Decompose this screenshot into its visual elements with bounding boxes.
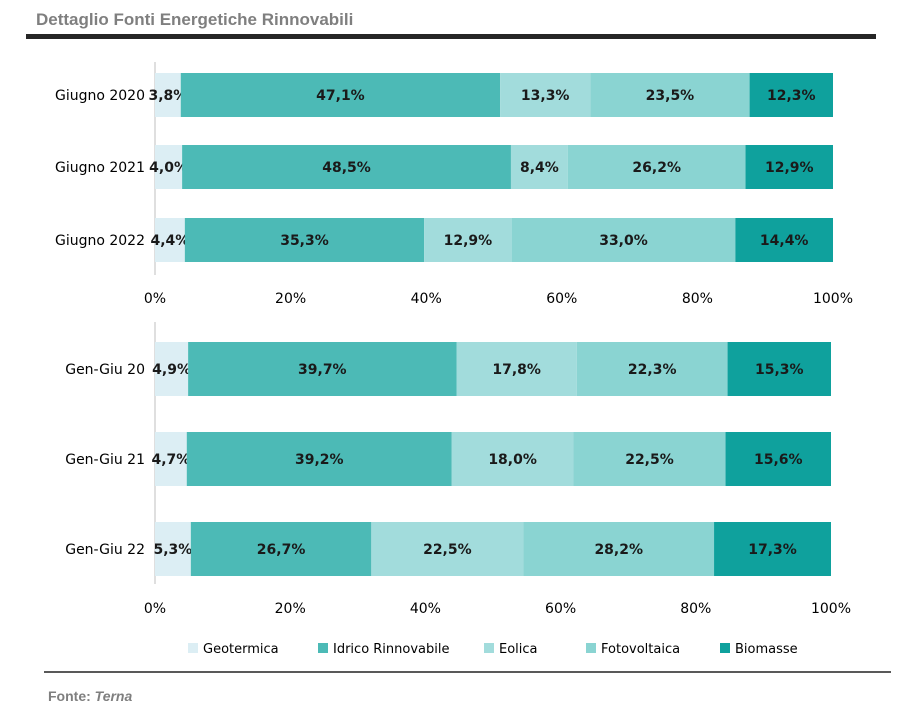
x-tick-label: 0% — [144, 601, 166, 617]
data-label: 47,1% — [316, 88, 365, 104]
data-label: 28,2% — [594, 542, 643, 558]
legend-label-eolica: Eolica — [499, 642, 538, 657]
data-label: 48,5% — [322, 160, 371, 176]
bar-segment-eolica — [510, 145, 568, 189]
bar-segment-geotermica — [155, 218, 185, 262]
title-divider — [26, 34, 876, 39]
bar-segment-biomasse — [735, 218, 833, 262]
bar-segment-idrico-rinnovabile — [182, 145, 511, 189]
data-label: 3,8% — [148, 88, 187, 104]
bar-segment-fotovoltaica — [590, 73, 750, 117]
data-label: 17,3% — [748, 542, 797, 558]
legend-label-idrico-rinnovabile: Idrico Rinnovabile — [333, 642, 450, 657]
chart-panel-1: 3,8% 47,1% 13,3% 23,5% 12,3% Giugno 2020 4,0% 4… — [55, 62, 853, 307]
x-tick-label: 0% — [144, 291, 166, 307]
page-title: Dettaglio Fonti Energetiche Rinnovabili — [36, 10, 354, 29]
legend-swatch-idrico-rinnovabile — [318, 643, 328, 653]
x-tick-label: 60% — [546, 291, 577, 307]
bar-segment-eolica — [371, 522, 524, 576]
bar-segment-eolica — [424, 218, 512, 262]
bar-segment-geotermica — [155, 145, 183, 189]
data-label: 33,0% — [599, 233, 648, 249]
data-label: 23,5% — [646, 88, 695, 104]
data-label: 35,3% — [280, 233, 329, 249]
footer-divider — [44, 671, 891, 673]
bar-segment-biomasse — [725, 432, 831, 486]
legend: Geotermica Idrico Rinnovabile Eolica Fotovo… — [188, 642, 798, 657]
data-label: 4,7% — [151, 452, 190, 468]
bar-segment-fotovoltaica — [511, 218, 736, 262]
bar-segment-idrico-rinnovabile — [186, 432, 452, 486]
data-label: 22,5% — [423, 542, 472, 558]
bar-segment-fotovoltaica — [576, 342, 728, 396]
data-label: 4,0% — [149, 160, 188, 176]
category-label: Gen-Giu 22 — [65, 542, 145, 558]
x-tick-label: 100% — [811, 601, 851, 617]
data-label: 12,3% — [767, 88, 816, 104]
x-tick-label: 40% — [411, 291, 442, 307]
bar-segment-biomasse — [714, 522, 831, 576]
data-label: 8,4% — [520, 160, 559, 176]
category-label: Giugno 2022 — [55, 233, 145, 249]
bar-segment-eolica — [500, 73, 591, 117]
legend-swatch-fotovoltaica — [586, 643, 596, 653]
data-label: 4,9% — [152, 362, 191, 378]
bar-segment-idrico-rinnovabile — [190, 522, 372, 576]
data-label: 15,3% — [755, 362, 804, 378]
x-tick-label: 60% — [545, 601, 576, 617]
bar-segment-idrico-rinnovabile — [188, 342, 457, 396]
legend-swatch-biomasse — [720, 643, 730, 653]
data-label: 17,8% — [492, 362, 541, 378]
category-label: Gen-Giu 20 — [65, 362, 145, 378]
legend-label-biomasse: Biomasse — [735, 642, 798, 657]
category-label: Giugno 2020 — [55, 88, 145, 104]
source-note: Fonte: Terna — [48, 688, 132, 704]
data-label: 14,4% — [760, 233, 809, 249]
data-label: 12,9% — [444, 233, 493, 249]
data-label: 4,4% — [151, 233, 190, 249]
x-tick-label: 40% — [410, 601, 441, 617]
data-label: 26,7% — [257, 542, 306, 558]
legend-label-geotermica: Geotermica — [203, 642, 279, 657]
legend-label-fotovoltaica: Fotovoltaica — [601, 642, 680, 657]
bar-segment-idrico-rinnovabile — [184, 218, 425, 262]
source-prefix: Fonte: — [48, 688, 91, 704]
data-label: 39,2% — [295, 452, 344, 468]
bar-segment-geotermica — [155, 522, 191, 576]
data-label: 26,2% — [632, 160, 681, 176]
bar-segment-geotermica — [155, 73, 181, 117]
x-tick-label: 80% — [680, 601, 711, 617]
data-label: 13,3% — [521, 88, 570, 104]
bar-segment-biomasse — [727, 342, 831, 396]
bar-segment-geotermica — [155, 432, 187, 486]
data-label: 15,6% — [754, 452, 803, 468]
x-tick-label: 80% — [682, 291, 713, 307]
legend-swatch-eolica — [484, 643, 494, 653]
data-label: 39,7% — [298, 362, 347, 378]
bar-segment-biomasse — [749, 73, 833, 117]
data-label: 22,5% — [625, 452, 674, 468]
category-label: Giugno 2021 — [55, 160, 145, 176]
data-label: 18,0% — [488, 452, 537, 468]
bar-segment-eolica — [456, 342, 577, 396]
data-label: 22,3% — [628, 362, 677, 378]
data-label: 12,9% — [765, 160, 814, 176]
bar-segment-geotermica — [155, 342, 189, 396]
chart-panel-2: 4,9% 39,7% 17,8% 22,3% 15,3% Gen-Giu 20 4,7% 39… — [65, 322, 851, 617]
x-tick-label: 100% — [813, 291, 853, 307]
data-label: 5,3% — [153, 542, 192, 558]
bar-segment-biomasse — [745, 145, 833, 189]
bar-segment-idrico-rinnovabile — [180, 73, 501, 117]
bar-segment-eolica — [451, 432, 574, 486]
bar-segment-fotovoltaica — [573, 432, 726, 486]
bar-segment-fotovoltaica — [567, 145, 746, 189]
category-label: Gen-Giu 21 — [65, 452, 145, 468]
x-tick-label: 20% — [275, 601, 306, 617]
source-name: Terna — [94, 688, 133, 704]
bar-segment-fotovoltaica — [523, 522, 715, 576]
legend-swatch-geotermica — [188, 643, 198, 653]
x-tick-label: 20% — [275, 291, 306, 307]
